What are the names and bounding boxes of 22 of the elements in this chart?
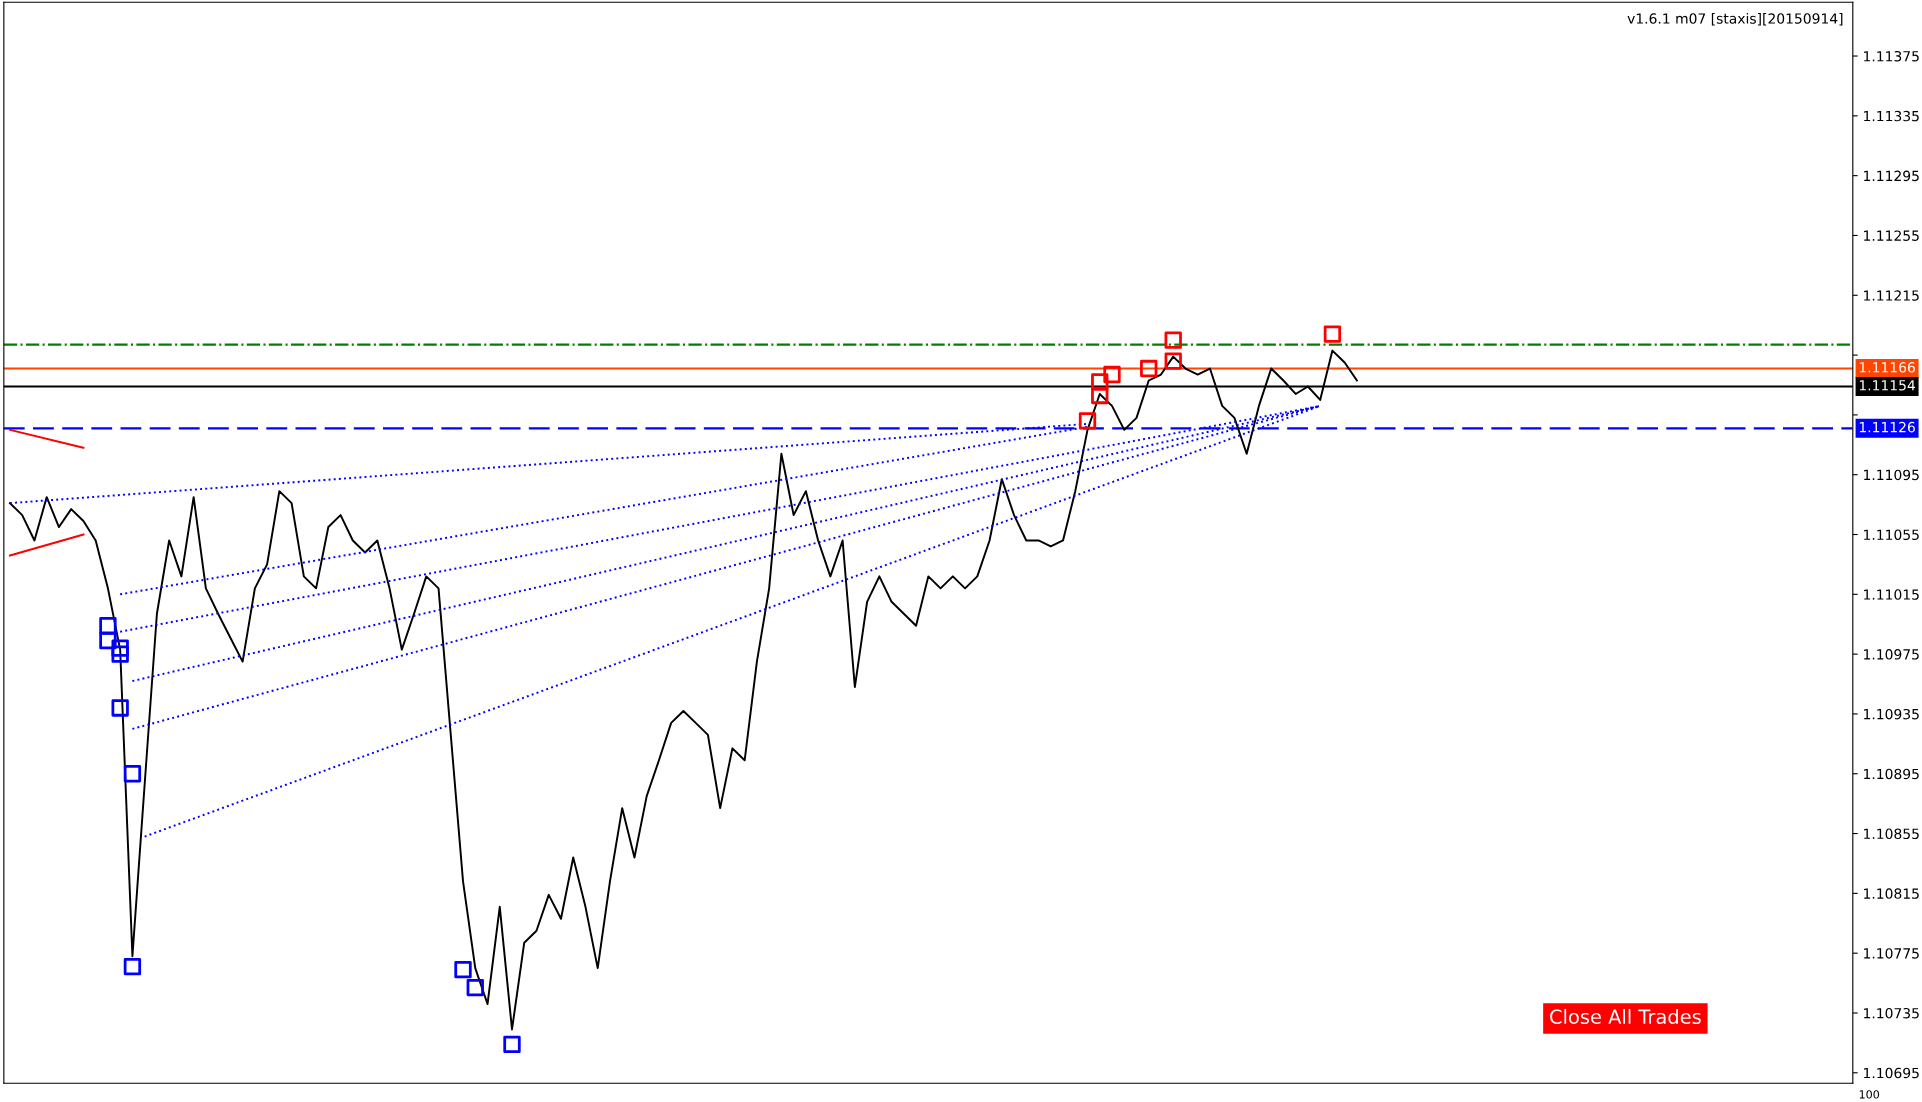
y-tick-label: 1.10855 <box>1864 828 1919 840</box>
y-tick-label: 1.11015 <box>1864 589 1919 600</box>
y-tick-label: 1.11095 <box>1864 469 1919 481</box>
text: 100 <box>1859 1090 1880 1099</box>
text: v1.6.1 m07 [staxis][20150914] <box>1627 13 1843 26</box>
y-tick-label: 1.10935 <box>1864 708 1919 720</box>
ref-line-label: 1.11126 <box>1859 421 1915 433</box>
y-tick-label: 1.11335 <box>1864 110 1919 122</box>
y-tick-label: 1.11375 <box>1864 51 1919 62</box>
y-tick-label: 1.10895 <box>1864 768 1919 780</box>
y-tick-label: 1.11255 <box>1864 230 1919 241</box>
y-tick-label: 1.10975 <box>1864 649 1919 660</box>
y-tick-label: 1.10815 <box>1864 888 1919 899</box>
ref-line-label: 1.11166 <box>1859 362 1915 373</box>
y-tick-label: 1.10735 <box>1864 1007 1919 1019</box>
y-tick-label: 1.10775 <box>1864 948 1919 959</box>
ref-line-label: 1.11154 <box>1859 380 1916 391</box>
annotation: Close All Trades <box>1550 1008 1701 1025</box>
y-tick-label: 1.11295 <box>1864 170 1919 182</box>
y-tick-label: 1.11055 <box>1864 529 1919 540</box>
y-tick-label: 1.11215 <box>1864 290 1919 301</box>
y-tick-label: 1.10695 <box>1864 1067 1919 1079</box>
